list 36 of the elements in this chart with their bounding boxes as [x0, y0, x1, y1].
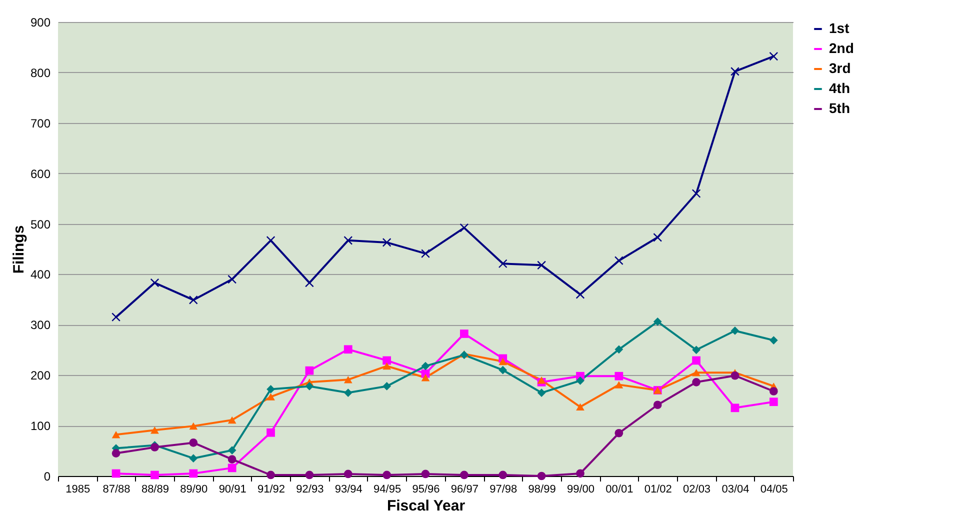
x-tick-label: 96/97	[450, 484, 478, 496]
y-tick-label: 300	[30, 318, 51, 332]
legend-label: 2nd	[829, 40, 854, 56]
x-tick-label: 90/91	[218, 484, 246, 496]
legend-label: 5th	[829, 100, 850, 116]
x-tick-label: 98/99	[528, 484, 556, 496]
y-tick-label: 100	[30, 419, 51, 434]
legend-label: 3rd	[829, 60, 851, 76]
y-axis-title: Filings	[10, 225, 28, 274]
x-tick-label: 92/93	[296, 484, 324, 496]
x-tick-label: 01/02	[644, 484, 672, 496]
y-tick-label: 900	[30, 16, 51, 30]
x-tick-label: 97/98	[490, 484, 518, 496]
x-tick-label: 87/88	[102, 484, 130, 496]
x-tick-label: 94/95	[374, 484, 402, 496]
y-tick-label: 700	[30, 116, 51, 130]
x-tick-label: 93/94	[334, 484, 362, 496]
x-tick-label: 89/90	[180, 484, 208, 496]
y-tick-label: 600	[30, 166, 51, 181]
y-tick-label: 800	[30, 66, 51, 80]
x-tick-label: 02/03	[683, 484, 711, 496]
x-tick-label: 00/01	[606, 484, 634, 496]
y-tick-label: 500	[30, 217, 51, 232]
x-tick-label: 88/89	[141, 484, 169, 496]
x-tick-label: 1985	[66, 484, 90, 496]
x-tick-label: 99/00	[566, 484, 594, 496]
x-axis-title: Fiscal Year	[386, 498, 466, 514]
x-tick-label: 03/04	[722, 484, 750, 496]
x-tick-label: 91/92	[258, 484, 286, 496]
y-tick-label: 400	[30, 268, 51, 282]
y-tick-label: 200	[30, 368, 51, 383]
legend-label: 4th	[829, 80, 850, 96]
x-tick-label: 04/05	[760, 484, 788, 496]
y-tick-label: 0	[44, 470, 51, 484]
x-tick-label: 95/96	[412, 484, 440, 496]
legend-label: 1st	[829, 20, 850, 36]
